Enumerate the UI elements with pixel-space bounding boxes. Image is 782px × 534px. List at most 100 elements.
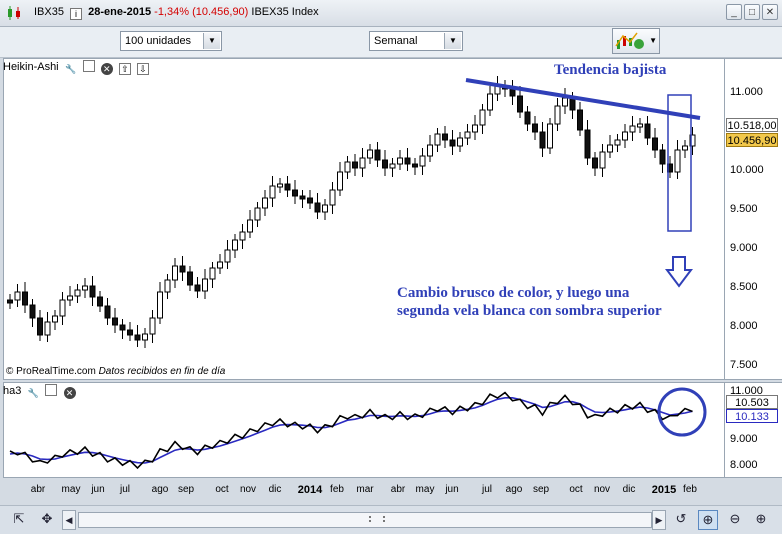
chevron-down-icon: ▼	[444, 33, 461, 49]
candle-up	[487, 93, 493, 111]
symbol-label: IBX35	[34, 6, 64, 18]
candle-up	[232, 239, 238, 251]
candle-down	[112, 317, 118, 326]
candle-up	[224, 249, 231, 263]
candle-up	[689, 134, 696, 147]
candle-up	[202, 278, 208, 292]
close-icon[interactable]: ✕	[63, 387, 76, 399]
candle-down	[374, 149, 381, 161]
move-down-icon[interactable]: ⇩	[136, 63, 149, 75]
scroll-right-button[interactable]: ▶	[652, 510, 666, 530]
candle-down	[22, 291, 28, 306]
note-annotation-line2: segunda vela blanca con sombra superior	[397, 303, 662, 319]
zoom-history-icon[interactable]: ↺	[675, 511, 687, 526]
candle-down	[517, 95, 523, 113]
candle-up	[622, 131, 628, 141]
candle-up	[59, 299, 66, 317]
candle-up	[239, 231, 246, 241]
candle-up	[209, 267, 216, 280]
candle-up	[172, 265, 178, 281]
zoom-fit-icon[interactable]: ⊕	[698, 510, 718, 530]
candle-up	[217, 261, 223, 269]
price-y-tick: 8.000	[730, 320, 758, 332]
candle-up	[44, 321, 51, 336]
x-axis-label: sep	[177, 484, 195, 495]
wrench-icon[interactable]: 🔧	[27, 388, 40, 398]
candle-up	[74, 289, 81, 297]
candle-up	[254, 207, 261, 221]
candle-down	[134, 334, 141, 341]
trend-line	[465, 78, 701, 120]
x-axis-label: abr	[30, 484, 46, 495]
x-axis-label: may	[61, 484, 81, 495]
info-icon[interactable]: i	[70, 8, 83, 20]
candle-down	[89, 285, 96, 298]
wrench-icon[interactable]: 🔧	[65, 64, 77, 74]
zoom-in-icon[interactable]: ⊕	[755, 511, 767, 526]
units-select[interactable]: 100 unidades ▼	[120, 31, 222, 51]
close-icon[interactable]: ✕	[100, 63, 113, 75]
candle-down	[37, 317, 43, 336]
candle-down	[179, 265, 186, 273]
x-axis-label: mar	[356, 484, 374, 495]
zoom-out-icon[interactable]: ⊖	[729, 511, 741, 526]
trend-annotation: Tendencia bajista	[554, 62, 667, 78]
candle-up	[157, 291, 163, 319]
candle-down	[314, 202, 321, 213]
candlestick-app-icon	[8, 6, 20, 20]
indicators-button[interactable]: ▼	[612, 28, 660, 54]
candle-up	[472, 124, 478, 133]
indicator-box-lower: 10.133	[726, 409, 778, 423]
candle-down	[292, 189, 298, 197]
screenshot-icon[interactable]: ⇱	[13, 511, 25, 526]
x-axis-label: oct	[215, 484, 229, 495]
move-up-icon[interactable]: ⇧	[118, 63, 131, 75]
candle-up	[614, 139, 621, 146]
candle-up	[607, 144, 613, 153]
scroll-track[interactable]	[78, 512, 652, 528]
note-annotation-line1: Cambio brusco de color, y luego una	[397, 285, 630, 301]
scroll-left-button[interactable]: ◀	[62, 510, 76, 530]
scroll-thumb-grip[interactable]	[369, 516, 385, 522]
candle-up	[262, 197, 268, 209]
candle-down	[7, 299, 13, 304]
candle-up	[359, 157, 366, 169]
indicator-panel-title: ha3	[3, 385, 22, 397]
candle-down	[404, 157, 411, 165]
price-axis	[725, 58, 782, 380]
price-panel-header: Heikin-Ashi 🔧 ✕ ⇧ ⇩	[3, 59, 149, 76]
candle-up	[479, 109, 486, 126]
candle-up	[14, 291, 21, 301]
date-label: 28-ene-2015	[88, 6, 152, 18]
candle-down	[442, 133, 448, 141]
candle-up	[629, 125, 636, 133]
candle-down	[584, 129, 591, 159]
candle-down	[194, 284, 201, 292]
change-label: -1,34%	[154, 6, 190, 18]
candle-down	[532, 123, 538, 133]
title-text: IBX35 i 28-ene-2015 -1,34% (10.456,90) I…	[34, 6, 319, 20]
minimize-button[interactable]: _	[726, 4, 742, 20]
indicator-y-tick: 8.000	[730, 459, 758, 471]
period-select[interactable]: Semanal ▼	[369, 31, 463, 51]
candle-down	[524, 111, 531, 125]
cursor-icon[interactable]: ✥	[41, 511, 53, 526]
close-button[interactable]: ✕	[762, 4, 778, 20]
x-axis-label: 2014	[297, 484, 323, 496]
x-axis-label: sep	[532, 484, 550, 495]
x-axis-label: jul	[481, 484, 493, 495]
x-axis-label: feb	[330, 484, 344, 495]
indicator-chart-area[interactable]	[3, 382, 725, 478]
bottom-toolbar: ⇱ ✥ ◀ ▶ ↺ ⊕ ⊖ ⊕	[0, 505, 782, 534]
candle-up	[427, 144, 433, 157]
window-icon[interactable]	[82, 60, 95, 72]
maximize-button[interactable]: □	[744, 4, 760, 20]
candle-up	[682, 145, 688, 151]
x-axis-label: jun	[91, 484, 105, 495]
indicator-fast-line	[9, 391, 693, 470]
window-icon[interactable]	[45, 384, 58, 396]
candle-up	[277, 183, 283, 188]
down-arrow-icon	[665, 256, 693, 288]
candle-down	[97, 296, 103, 307]
